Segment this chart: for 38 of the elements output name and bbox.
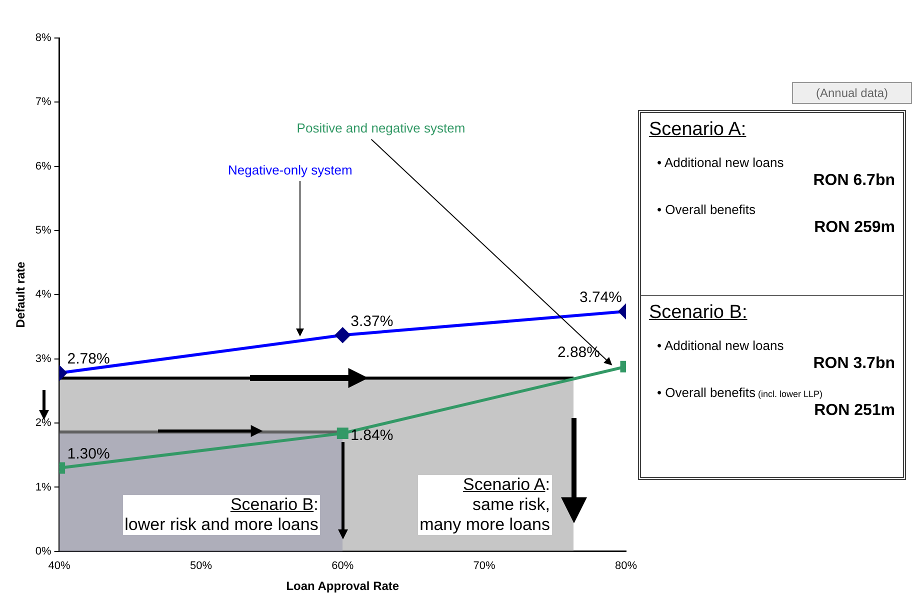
text: RON 6.7bn xyxy=(812,172,895,190)
y-tick-label: 3% xyxy=(35,352,52,365)
y-tick-label: 6% xyxy=(35,160,52,172)
data-label: 2.78% xyxy=(67,350,110,368)
data-label: 1.30% xyxy=(67,446,110,463)
y-tick-label: 8% xyxy=(35,32,52,44)
data-label: 1.84% xyxy=(350,426,394,444)
x-tick-label: 50% xyxy=(190,560,212,572)
x-tick-label: 70% xyxy=(473,560,496,572)
data-label: 3.37% xyxy=(350,312,394,330)
text: Negative-only system xyxy=(228,162,352,178)
x-tick-label: 60% xyxy=(332,560,354,572)
x-axis-title: Loan Approval Rate xyxy=(286,579,400,594)
x-tick-label: 40% xyxy=(48,560,71,572)
annotation: Scenario A: same risk, many more loans xyxy=(420,475,550,536)
y-tick-label: 4% xyxy=(35,288,52,301)
text: Scenario B: xyxy=(649,302,748,324)
y-tick-label: 5% xyxy=(35,224,52,237)
text: • Overall benefits xyxy=(657,202,756,217)
y-tick-label: 7% xyxy=(35,96,52,108)
text: (incl. lower LLP) xyxy=(756,389,823,399)
text: (Annual data) xyxy=(792,82,912,104)
text: Positive and negative system xyxy=(296,120,466,136)
y-axis-title: Default rate xyxy=(14,261,28,328)
text: RON 3.7bn xyxy=(812,355,895,373)
y-tick-label: 0% xyxy=(35,545,52,558)
x-tick-label: 80% xyxy=(614,560,638,572)
annotation: Scenario B: lower risk and more loans xyxy=(124,495,318,536)
text: • Additional new loans xyxy=(657,338,785,353)
y-tick-label: 2% xyxy=(35,417,52,430)
text: • Additional new loans xyxy=(657,155,785,170)
data-label: 2.88% xyxy=(557,344,600,362)
data-label: 3.74% xyxy=(579,289,622,306)
text: Scenario A: xyxy=(649,119,748,141)
text: • Overall benefits xyxy=(657,385,756,400)
text: RON 259m xyxy=(813,219,895,237)
y-tick-label: 1% xyxy=(35,481,52,494)
text: RON 251m xyxy=(813,402,895,420)
